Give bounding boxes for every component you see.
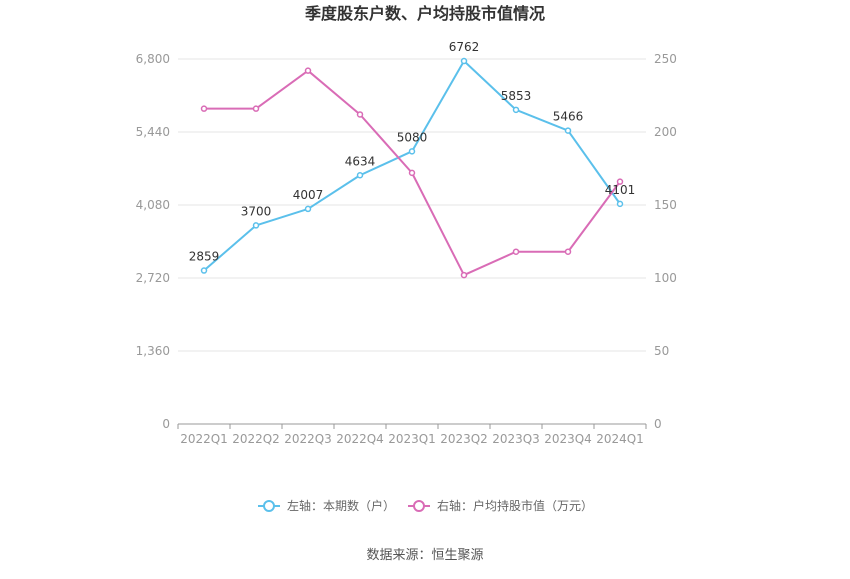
right-axis-tick-label: 150 (654, 198, 677, 212)
x-axis-tick-label: 2023Q3 (492, 432, 540, 446)
data-labels: 2859 3700 4007 4634 5080 6762 5853 5466 4101 (189, 40, 636, 263)
x-axis-tick-label: 2022Q3 (284, 432, 332, 446)
data-point (512, 248, 520, 255)
data-label: 2859 (189, 250, 220, 264)
left-axis-tick-label: 0 (162, 417, 170, 431)
legend[interactable]: 左轴：本期数（户） 右轴：户均持股市值（万元） (258, 498, 593, 513)
left-axis-tick-label: 6,800 (136, 52, 170, 66)
data-point (304, 205, 312, 213)
series-lines (200, 57, 624, 279)
x-axis-tick-label: 2022Q2 (232, 432, 280, 446)
data-label: 6762 (449, 40, 480, 54)
data-label: 4101 (605, 183, 636, 197)
data-point (408, 148, 416, 155)
source-note: 数据来源：恒生聚源 (366, 548, 483, 563)
left-axis-tick-label: 1,360 (136, 344, 170, 358)
data-label: 5466 (553, 110, 584, 124)
data-point (200, 267, 208, 274)
data-point (616, 178, 624, 185)
axes: 0 1,360 2,720 4,080 5,440 6,800 0 50 100 150 200 25… (136, 52, 677, 446)
data-point (564, 127, 572, 134)
left-axis-tick-label: 4,080 (136, 198, 170, 212)
data-point (356, 172, 364, 179)
left-axis-tick-label: 2,720 (136, 271, 170, 285)
x-axis-tick-label: 2022Q1 (180, 432, 228, 446)
data-label: 5853 (501, 89, 532, 103)
data-point (252, 222, 260, 229)
chart-title: 季度股东户数、户均持股市值情况 (304, 4, 545, 23)
data-label: 4634 (345, 154, 376, 168)
data-point (200, 105, 208, 112)
series-line-1 (203, 60, 621, 272)
right-axis-tick-label: 200 (654, 125, 677, 139)
legend-marker (263, 500, 275, 512)
right-axis-tick-label: 50 (654, 344, 669, 358)
legend-marker (413, 500, 425, 512)
right-axis-tick-label: 100 (654, 271, 677, 285)
data-point (460, 271, 468, 279)
right-axis-tick-label: 250 (654, 52, 677, 66)
legend-label: 左轴：本期数（户） (287, 498, 395, 513)
x-axis-tick-label: 2024Q1 (596, 432, 644, 446)
left-axis-tick-label: 5,440 (136, 125, 170, 139)
legend-item-2[interactable]: 右轴：户均持股市值（万元） (408, 498, 593, 513)
legend-label: 右轴：户均持股市值（万元） (437, 498, 593, 513)
data-label: 3700 (241, 204, 272, 218)
data-point (356, 111, 364, 118)
data-point (616, 200, 624, 208)
x-axis-tick-label: 2023Q2 (440, 432, 488, 446)
x-axis-tick-label: 2022Q4 (336, 432, 384, 446)
data-point (304, 67, 312, 74)
data-point (252, 105, 260, 112)
data-point (408, 169, 416, 177)
data-point (460, 57, 468, 65)
x-axis-tick-label: 2023Q4 (544, 432, 592, 446)
data-label: 5080 (397, 130, 428, 144)
data-point (564, 248, 572, 255)
right-axis-tick-label: 0 (654, 417, 662, 431)
legend-item-1[interactable]: 左轴：本期数（户） (258, 498, 395, 513)
x-axis-tick-label: 2023Q1 (388, 432, 436, 446)
data-label: 4007 (293, 188, 324, 202)
data-point (512, 106, 520, 114)
